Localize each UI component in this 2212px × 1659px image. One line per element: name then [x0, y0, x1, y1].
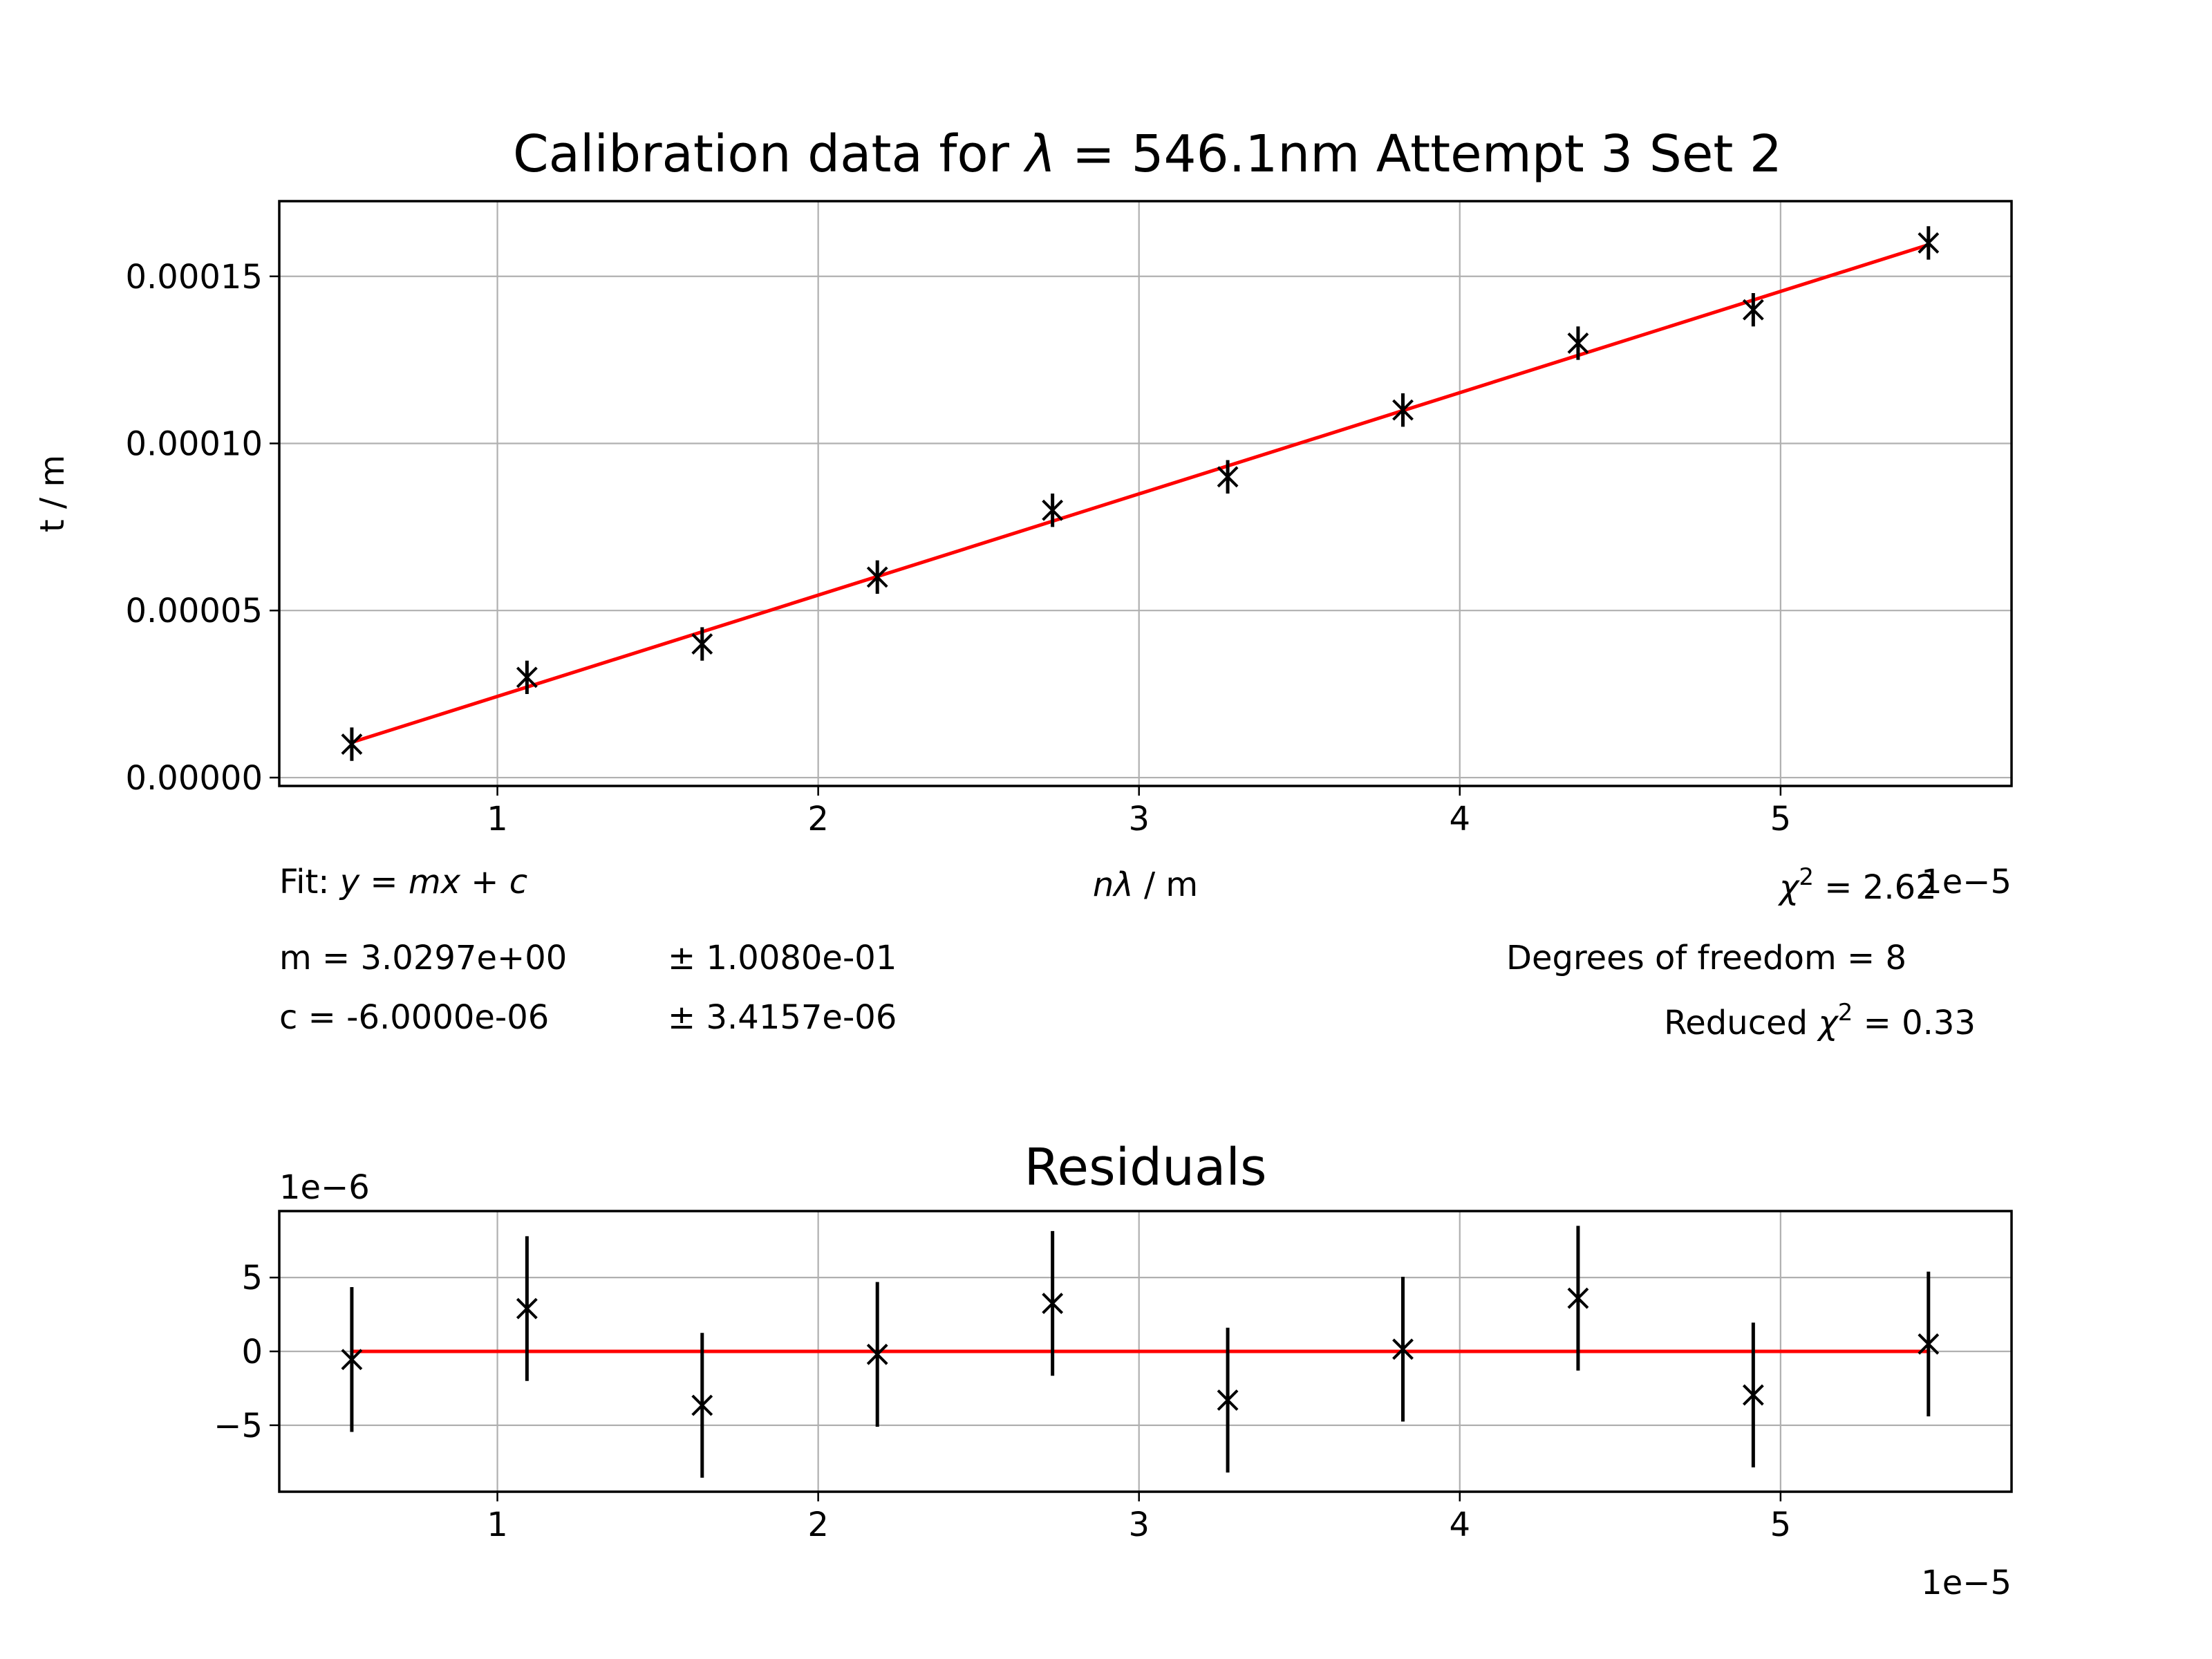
- intercept-value: c = -6.0000e-06: [279, 998, 549, 1037]
- residuals-x-marker: [516, 1297, 538, 1320]
- residuals-x-marker: [1742, 1384, 1764, 1406]
- main-data-point: [516, 660, 538, 695]
- main-fit-line: [351, 243, 1929, 744]
- residuals-x-marker: [691, 1394, 713, 1416]
- residuals-x-marker: [866, 1343, 888, 1365]
- main-x-tick-label: 3: [1128, 800, 1150, 838]
- main-grid: [279, 201, 2012, 786]
- main-data-point: [1918, 226, 1940, 260]
- main-x-marker: [1042, 499, 1064, 521]
- main-data-points: [341, 226, 1940, 761]
- residuals-x-tick-label: 3: [1128, 1506, 1150, 1544]
- chi-squared: χ2 = 2.62: [1777, 863, 1937, 907]
- residuals-x-marker: [1042, 1293, 1064, 1314]
- residuals-title: Residuals: [1024, 1138, 1266, 1197]
- reduced-chi-squared: Reduced χ2 = 0.33: [1664, 999, 1976, 1042]
- residuals-axis-ticks: 1 2 3 4 5 5 0 −5: [214, 1259, 1791, 1544]
- intercept-error: ± 3.4157e-06: [668, 998, 897, 1037]
- residuals-x-marker: [1567, 1287, 1589, 1309]
- main-y-tick-label: 0.00015: [126, 258, 263, 297]
- main-x-offset-text: 1e−5: [1921, 863, 2012, 901]
- residuals-data-points: [341, 1226, 1940, 1478]
- main-x-tick-label: 4: [1450, 800, 1471, 838]
- residuals-data-point: [1742, 1322, 1764, 1468]
- main-axis-ticks: 1 2 3 4 5 0.00000 0.00005 0.00010 0.00015: [126, 258, 1792, 838]
- main-fit-line: [351, 243, 1929, 744]
- residuals-x-offset-text: 1e−5: [1921, 1564, 2012, 1602]
- residuals-data-point: [1392, 1277, 1414, 1422]
- main-x-axis-label: nλ / m: [1093, 865, 1198, 904]
- main-data-point: [1217, 460, 1239, 494]
- residuals-x-marker: [341, 1349, 363, 1371]
- main-y-tick-label: 0.00005: [126, 592, 263, 630]
- residuals-data-point: [341, 1287, 363, 1432]
- residuals-x-tick-label: 2: [807, 1506, 829, 1544]
- residuals-y-tick-label: 0: [241, 1333, 263, 1371]
- main-x-marker: [1217, 466, 1239, 488]
- main-y-tick-label: 0.00000: [126, 759, 263, 798]
- main-data-point: [341, 727, 363, 761]
- main-x-marker: [1742, 299, 1764, 321]
- main-data-point: [866, 560, 888, 594]
- main-x-tick-label: 1: [487, 800, 508, 838]
- main-x-marker: [1392, 399, 1414, 421]
- residuals-x-tick-label: 4: [1450, 1506, 1471, 1544]
- main-data-point: [1392, 393, 1414, 427]
- main-y-tick-label: 0.00010: [126, 424, 263, 463]
- main-x-marker: [516, 666, 538, 688]
- main-data-point: [1042, 494, 1064, 527]
- main-x-marker: [1567, 332, 1589, 354]
- residuals-x-marker: [1217, 1389, 1239, 1411]
- main-x-marker: [341, 733, 363, 755]
- main-x-marker: [691, 633, 713, 655]
- fit-equation: Fit: y = mx + c: [279, 863, 527, 901]
- residuals-y-tick-label: −5: [214, 1407, 263, 1445]
- main-data-point: [1567, 326, 1589, 360]
- main-plot-frame: [278, 200, 2013, 787]
- main-data-point: [691, 627, 713, 661]
- residuals-x-tick-label: 5: [1770, 1506, 1792, 1544]
- main-title: Calibration data for λ = 546.1nm Attempt…: [513, 124, 1782, 184]
- residuals-x-tick-label: 1: [487, 1506, 508, 1544]
- main-x-tick-label: 5: [1770, 800, 1792, 838]
- residuals-data-point: [1217, 1327, 1239, 1473]
- main-y-axis-label: t / m: [33, 455, 72, 532]
- main-x-tick-label: 2: [807, 800, 829, 838]
- residuals-y-offset-text: 1e−6: [279, 1168, 370, 1207]
- residuals-x-marker: [1918, 1333, 1940, 1355]
- slope-value: m = 3.0297e+00: [279, 939, 567, 977]
- residuals-x-marker: [1392, 1338, 1414, 1360]
- residuals-data-point: [1918, 1271, 1940, 1417]
- degrees-of-freedom: Degrees of freedom = 8: [1506, 939, 1906, 977]
- residuals-data-point: [1042, 1230, 1064, 1376]
- main-data-point: [1742, 292, 1764, 327]
- residuals-data-point: [866, 1282, 888, 1427]
- residuals-data-point: [516, 1236, 538, 1381]
- slope-error: ± 1.0080e-01: [668, 939, 897, 977]
- main-x-marker: [866, 566, 888, 588]
- residuals-y-tick-label: 5: [241, 1259, 263, 1297]
- residuals-data-point: [691, 1333, 713, 1478]
- residuals-data-point: [1567, 1226, 1589, 1371]
- main-x-marker: [1918, 232, 1940, 254]
